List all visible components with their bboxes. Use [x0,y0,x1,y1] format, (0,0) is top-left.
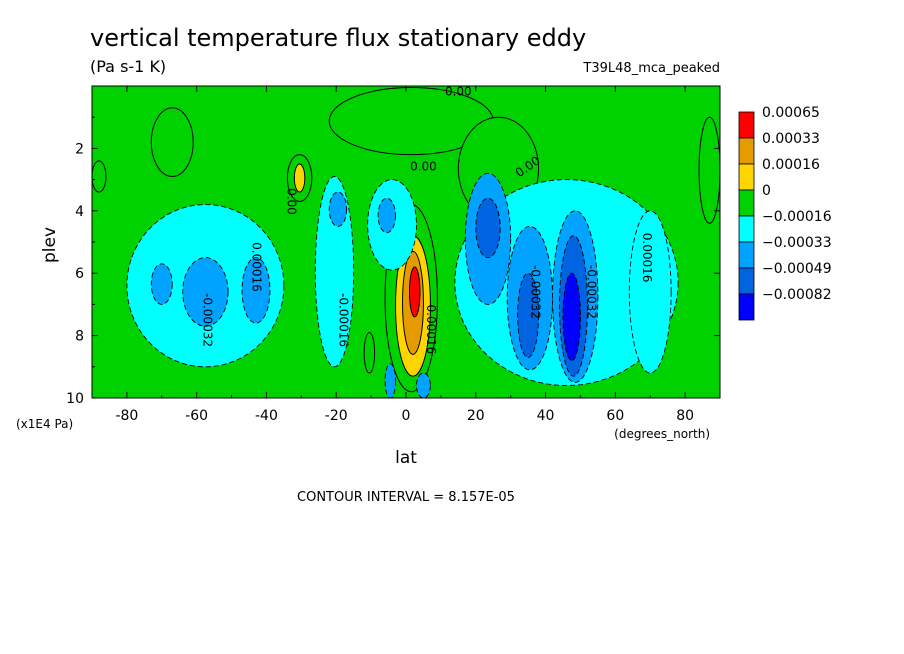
contour-region-blue-south-big [182,257,229,327]
x-tick-label: 40 [537,408,555,424]
chart-title: vertical temperature flux stationary edd… [90,24,586,52]
contour-region-red-equator [408,266,421,318]
x-tick-label: 60 [606,408,624,424]
contour-label: 0.00 [410,160,437,174]
legend-swatch [738,163,755,191]
contour-region-yellow-right-edge [698,116,720,224]
contour-region-blue-south-40 [241,257,271,324]
contour-region-blue-south-20 [328,191,348,227]
x-tick-label: -60 [185,408,208,424]
legend-label: −0.00016 [762,209,832,225]
x-axis-label: lat [395,448,417,468]
contour-region-blue-small-minus5-bottom [384,363,396,398]
y-tick-label: 2 [75,141,84,157]
contour-label: 0.00016 [249,242,263,292]
contour-label: -0.00016 [337,293,351,347]
x-tick-label: -20 [325,408,348,424]
y-axis-label: plev [40,227,60,263]
y-axis-units: (x1E4 Pa) [16,417,73,431]
color-legend: 0.00065 0.00033 0.00016 0 −0.00016 −0.00033 −0… [738,105,832,321]
x-tick-label: 0 [402,408,411,424]
legend-label: −0.00082 [762,287,832,303]
contour-region-blue-small-5-bottom [416,372,431,398]
legend-label: −0.00033 [762,235,832,251]
legend-swatch [738,111,755,139]
legend-swatch [738,241,755,269]
x-tick-label: -80 [115,408,138,424]
dataset-label: T39L48_mca_peaked [582,61,720,76]
contour-fills [92,87,720,398]
x-tick-label: -40 [255,408,278,424]
contour-interval-note: CONTOUR INTERVAL = 8.157E-05 [297,490,515,505]
contour-region-blue-south-5 [377,197,396,234]
legend-label: 0.00065 [762,105,820,121]
contour-region-cyan-north-70 [628,210,672,374]
legend-label: 0.00033 [762,131,820,147]
legend-label: 0.00016 [762,157,820,173]
contour-region-yellow-left-edge [92,160,107,193]
contour-label: -0.00032 [584,265,598,319]
legend-swatch [738,267,755,295]
y-tick-label: 4 [75,204,84,220]
contour-label: -0.00032 [201,293,215,347]
units-label: (Pa s-1 K) [90,57,166,76]
contour-region-deep-blue-north-48 [562,272,581,362]
contour-region-dark-blue-north-20 [475,197,501,259]
legend-label: 0 [762,183,771,199]
contour-region-yellow-small-minus10 [363,331,376,374]
contour-label: -0.00032 [529,265,543,319]
y-tick-label: 6 [75,266,84,282]
contour-label: 0.00016 [640,233,654,283]
x-axis-units: (degrees_north) [614,427,710,441]
y-axis-ticks: 2 4 6 8 10 [66,116,720,407]
legend-swatch [738,293,755,321]
contour-region-orange-south-30 [293,163,306,193]
x-axis-ticks: -80 -60 -40 -20 0 20 40 60 80 [91,86,721,424]
y-tick-label: 8 [75,329,84,345]
legend-swatch [738,189,755,217]
contour-region-yellow-left-blob [150,107,194,177]
y-tick-label: 10 [66,391,84,407]
contour-region-dark-blue-north-35 [517,272,540,358]
contour-label: 0.00 [445,85,472,99]
contour-label: 0.00016 [424,305,438,355]
contour-label: 0.00 [284,188,298,215]
x-tick-label: 20 [467,408,485,424]
legend-swatch [738,137,755,165]
contour-region-cyan-south-20 [314,176,355,368]
legend-label: −0.00049 [762,261,832,277]
contour-labels: 0.000.00 0.000.000.00016-0.00032 -0.00016 0… [201,85,655,355]
x-tick-label: 80 [676,408,694,424]
contour-region-blue-south-small [150,263,173,305]
legend-swatch [738,215,755,243]
